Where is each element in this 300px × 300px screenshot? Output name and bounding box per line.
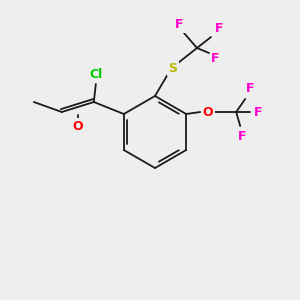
Text: Cl: Cl [89, 68, 102, 80]
Text: F: F [246, 82, 254, 95]
Text: F: F [175, 19, 183, 32]
Text: F: F [211, 52, 219, 64]
Text: O: O [73, 119, 83, 133]
Text: O: O [203, 106, 214, 118]
Text: F: F [254, 106, 262, 118]
Text: F: F [215, 22, 223, 35]
Text: F: F [238, 130, 246, 143]
Text: S: S [169, 61, 178, 74]
